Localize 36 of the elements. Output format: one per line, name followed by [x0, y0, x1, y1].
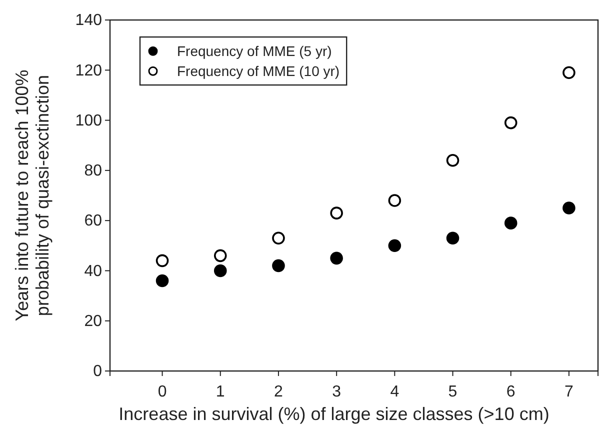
- point: [446, 154, 460, 167]
- point: [214, 264, 227, 278]
- y-tick-label: 100: [75, 112, 102, 130]
- point: [504, 216, 518, 230]
- x-axis-title: Increase in survival (%) of large size classes (>10 cm): [118, 404, 550, 424]
- point: [562, 202, 576, 214]
- y-axis-title: Years into future to reach 100% probability of quasi-exctinction: [12, 70, 53, 322]
- y-tick-label: 60: [84, 212, 102, 230]
- y-tick-label: 0: [93, 363, 102, 380]
- point: [388, 194, 402, 207]
- point: [330, 252, 343, 265]
- x-tick-label: 6: [506, 384, 516, 401]
- x-tick-label: 1: [216, 384, 225, 401]
- point: [562, 66, 576, 80]
- point: [156, 274, 169, 288]
- legend-label: Frequency of MME (5 yr): [176, 43, 332, 59]
- point: [272, 232, 285, 245]
- point: [156, 254, 169, 268]
- point: [388, 239, 402, 252]
- x-tick-label: 5: [448, 384, 458, 401]
- point: [330, 206, 343, 220]
- legend-label: Frequency of MME (10 yr): [176, 63, 340, 79]
- point: [214, 249, 227, 262]
- y-tick-label: 120: [75, 62, 102, 80]
- y-tick-label: 40: [84, 262, 102, 280]
- x-tick-label: 0: [158, 384, 167, 401]
- x-tick-label: 3: [332, 384, 342, 401]
- y-tick-label: 20: [84, 312, 102, 330]
- y-tick-label: 80: [84, 162, 102, 180]
- point: [446, 232, 460, 245]
- y-tick-label: 140: [75, 12, 102, 30]
- point: [272, 259, 285, 272]
- point: [504, 116, 518, 130]
- x-tick-label: 2: [274, 384, 284, 401]
- x-tick-label: 4: [390, 384, 400, 401]
- x-tick-label: 7: [564, 384, 574, 401]
